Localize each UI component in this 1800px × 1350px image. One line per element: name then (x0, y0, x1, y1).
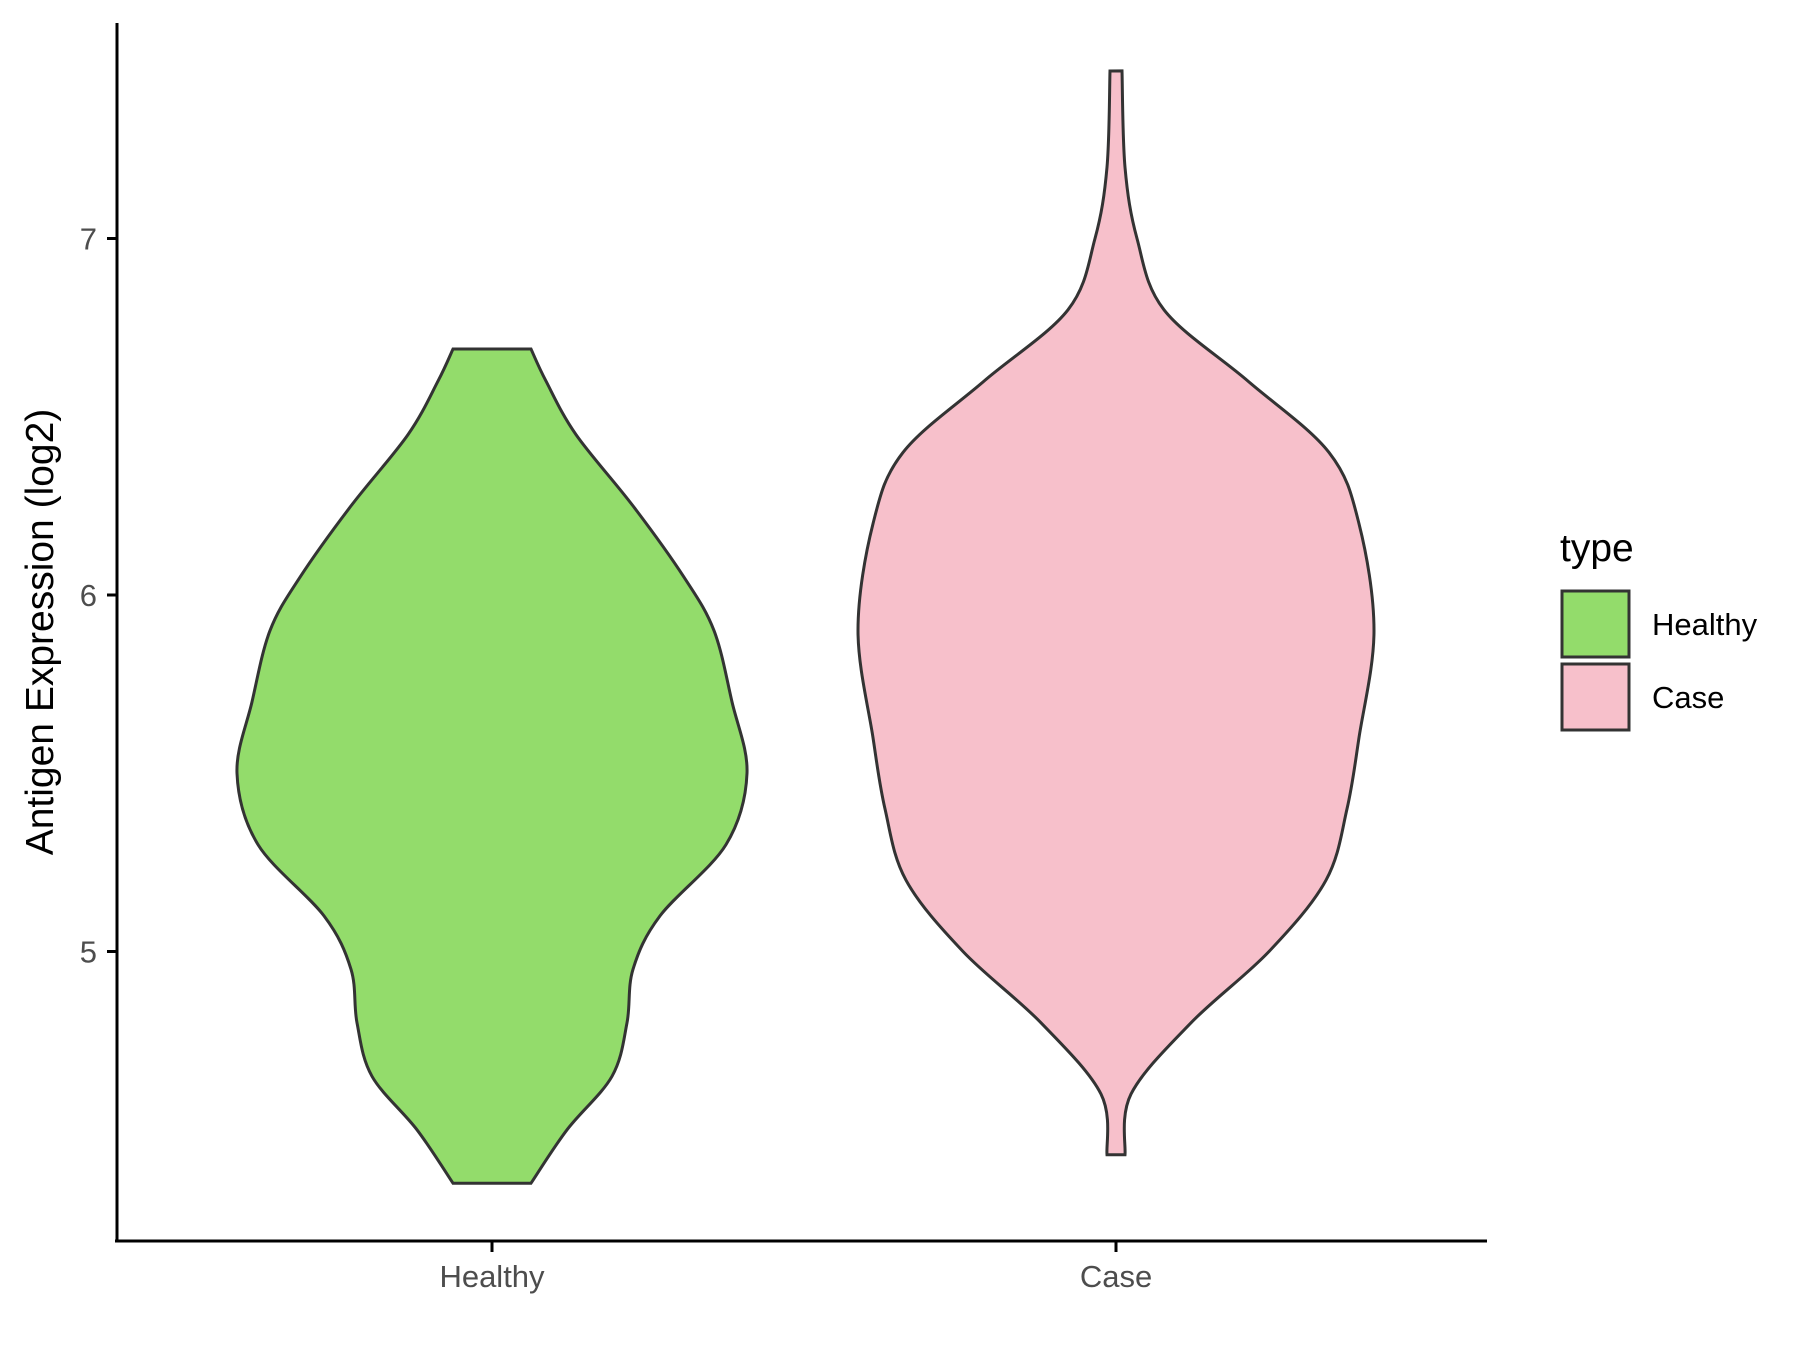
x-axis-ticks: Healthy Case (439, 1241, 1152, 1294)
violin-case (856, 69, 1376, 1157)
x-tick-label: Case (1080, 1259, 1152, 1294)
legend-title: type (1560, 527, 1634, 570)
legend-key-case (1560, 662, 1631, 732)
legend-label-healthy: Healthy (1652, 607, 1758, 642)
legend-label-case: Case (1652, 680, 1724, 715)
legend: type Healthy Case (1560, 527, 1758, 732)
y-tick-label: 6 (80, 578, 97, 613)
y-axis-ticks: 5 6 7 (80, 222, 117, 970)
legend-key-healthy (1560, 589, 1631, 659)
violins-layer (235, 69, 1376, 1185)
y-tick-label: 7 (80, 222, 97, 257)
violin-healthy (235, 347, 749, 1185)
y-axis-title: Antigen Expression (log2) (19, 409, 62, 856)
x-tick-label: Healthy (439, 1259, 545, 1294)
y-tick-label: 5 (80, 935, 97, 970)
